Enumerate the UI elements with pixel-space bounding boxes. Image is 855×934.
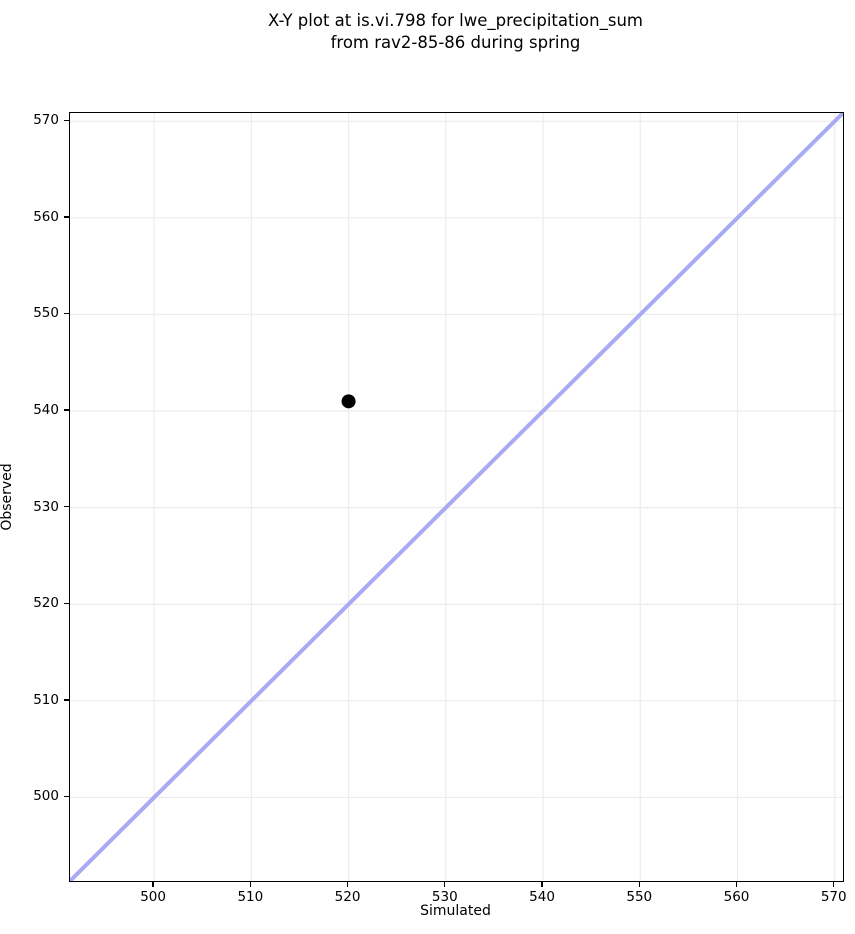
y-tick-label: 510 [33,691,59,708]
y-tick-label: 570 [33,112,59,129]
y-tick-mark [64,795,69,798]
x-tick-label: 530 [431,889,458,905]
y-tick-label: 530 [33,498,59,515]
x-tick-label: 520 [334,889,361,905]
y-tick-label: 500 [33,788,59,805]
y-tick-mark [64,312,69,315]
x-tick-label: 510 [237,889,264,905]
y-tick-label: 540 [33,402,59,419]
x-tick-mark [541,881,543,887]
y-tick-mark [64,409,69,411]
x-tick-label: 550 [626,889,653,905]
plot-canvas [70,113,843,881]
plot-area [69,112,844,882]
x-tick-label: 500 [140,889,166,905]
y-axis-label: Observed [0,463,15,531]
identity-line [70,113,843,881]
x-tick-label: 570 [820,889,847,905]
y-tick-mark [64,216,69,218]
x-tick-label: 560 [723,889,750,905]
y-tick-label: 560 [33,208,59,225]
chart-title: X-Y plot at is.vi.798 for lwe_precipitat… [268,11,643,52]
y-tick-label: 550 [33,305,59,322]
x-tick-mark [346,881,349,887]
x-tick-mark [638,881,640,887]
x-tick-mark [444,881,446,887]
y-tick-mark [64,699,69,701]
y-tick-mark [64,119,69,121]
y-tick-label: 520 [33,595,59,612]
data-point [341,394,356,409]
x-tick-label: 540 [529,889,555,905]
y-tick-mark [64,505,69,508]
x-tick-mark [833,881,835,887]
x-tick-mark [249,881,252,887]
y-tick-mark [64,602,69,604]
x-axis-label: Simulated [420,903,491,919]
x-tick-mark [152,881,154,887]
x-tick-mark [735,881,738,887]
